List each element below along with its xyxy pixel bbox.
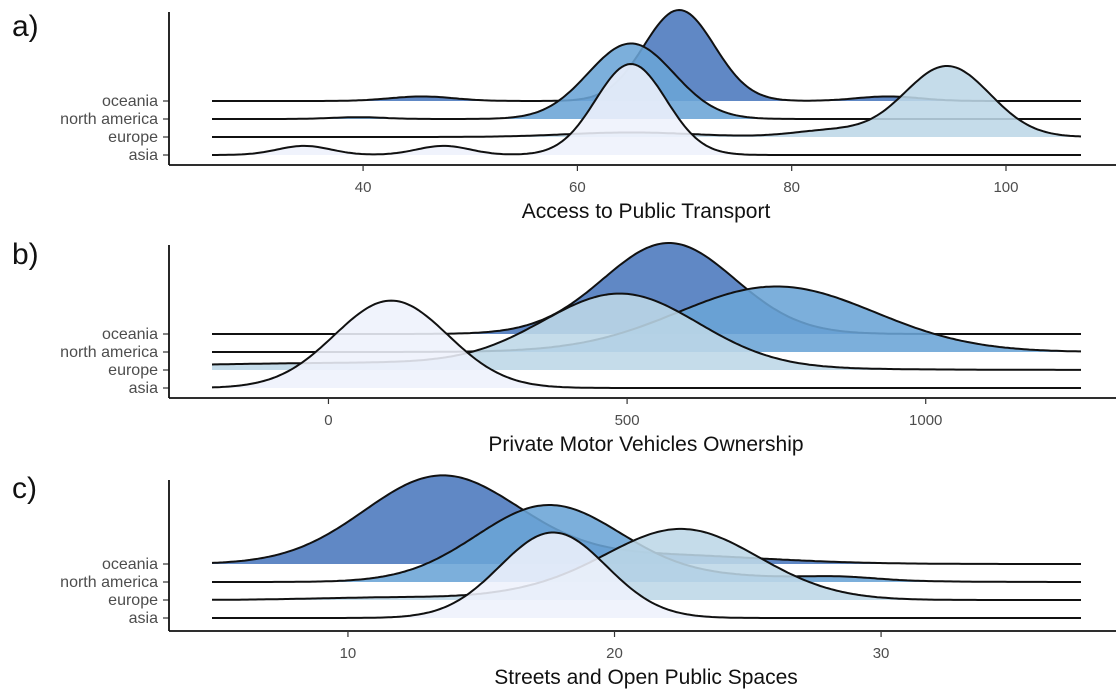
x-tick-label: 500 (615, 412, 640, 429)
ridge-line-asia (211, 299, 1081, 389)
ridge-fill-asia (212, 300, 1081, 388)
ridge-fill-asia (212, 532, 1081, 618)
panel-tag: c) (12, 472, 37, 505)
ridge-fill-europe (212, 66, 1081, 137)
ridge-fill-europe (212, 293, 1081, 370)
y-label-europe: europe (108, 129, 158, 146)
ridge-line-asia (212, 531, 1081, 619)
panel-tag: a) (12, 10, 39, 43)
y-label-europe: europe (108, 362, 158, 379)
y-label-europe: europe (108, 592, 158, 609)
x-axis-title: Private Motor Vehicles Ownership (488, 433, 803, 456)
y-label-north-america: north america (60, 344, 158, 361)
y-label-north-america: north america (60, 111, 158, 128)
x-tick-label: 10 (340, 645, 357, 662)
y-label-north-america: north america (60, 574, 158, 591)
ridge-line-europe (212, 527, 1081, 601)
x-tick-label: 30 (873, 645, 890, 662)
y-label-oceania: oceania (102, 326, 158, 343)
x-tick-label: 60 (569, 179, 586, 196)
ridge-line-asia (212, 62, 1081, 156)
y-label-oceania: oceania (102, 556, 158, 573)
ridge-fill-asia (212, 64, 1081, 155)
x-axis-title: Access to Public Transport (522, 200, 771, 223)
x-axis-title: Streets and Open Public Spaces (494, 666, 798, 689)
y-label-asia: asia (129, 380, 158, 397)
ridge-fill-oceania (212, 475, 1081, 564)
x-tick-label: 20 (606, 645, 623, 662)
x-tick-label: 1000 (909, 412, 942, 429)
x-tick-label: 40 (355, 179, 372, 196)
ridge-fill-oceania (212, 243, 1081, 334)
ridge-fill-north-america (212, 286, 1081, 352)
panel-tag: b) (12, 238, 39, 271)
x-tick-label: 80 (783, 179, 800, 196)
x-tick-label: 0 (324, 412, 332, 429)
ridge-fill-europe (212, 528, 1081, 600)
y-label-oceania: oceania (102, 93, 158, 110)
y-label-asia: asia (129, 610, 158, 627)
y-label-asia: asia (129, 147, 158, 164)
x-tick-label: 100 (993, 179, 1018, 196)
